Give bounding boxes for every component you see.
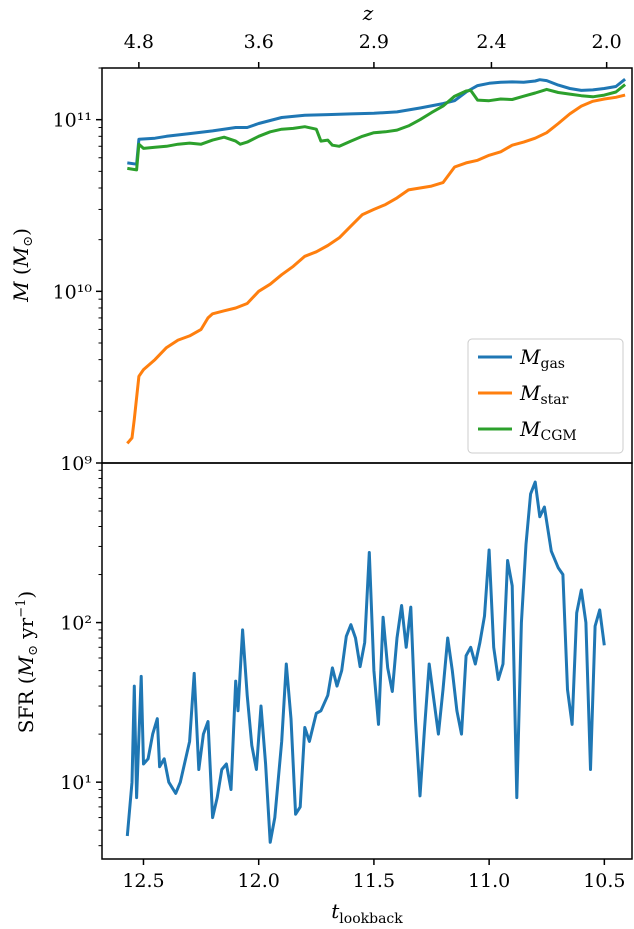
top-y-axis-label: M (M⊙)	[9, 228, 36, 303]
bottom-y-ticks: 10¹ 10²	[60, 613, 102, 794]
y-tick-label: 10¹	[60, 772, 92, 794]
top-y-ticks: 10⁹ 10¹⁰ 10¹¹	[53, 110, 102, 475]
top-panel: 10⁹ 10¹⁰ 10¹¹ 4.8 3.6 2.9 2.4 2.0 z M (M⊙) Mga…	[9, 1, 633, 475]
x-tick-label: 12.5	[122, 870, 164, 892]
legend-box	[467, 338, 624, 454]
bottom-panel-frame	[101, 462, 633, 860]
legend-label-cgm: MCGM	[519, 417, 577, 444]
series-line-cgm	[127, 83, 627, 172]
x-tick-label: 11.0	[468, 870, 510, 892]
series-line-gas	[127, 78, 627, 166]
y-tick-label: 10⁹	[60, 453, 92, 475]
legend-label-star: Mstar	[519, 381, 569, 408]
x-tick-label: 11.5	[353, 870, 395, 892]
top-minor-ticks	[98, 67, 102, 412]
series-line-sfr	[125, 480, 606, 844]
legend-label-gas: Mgas	[519, 345, 565, 372]
bottom-minor-ticks	[98, 469, 102, 847]
bottom-series-group	[125, 480, 606, 844]
y-tick-label: 10²	[60, 613, 92, 635]
x-tick-label: 10.5	[583, 870, 625, 892]
bottom-y-axis-label: SFR (M⊙ yr−1)	[14, 591, 41, 733]
redshift-tick-label: 4.8	[124, 31, 154, 53]
top-series-group	[126, 78, 627, 445]
series-line-star	[126, 93, 626, 445]
redshift-tick-label: 3.6	[244, 31, 274, 53]
legend-items: Mgas Mstar MCGM	[478, 345, 577, 444]
redshift-axis-ticks: 4.8 3.6 2.9 2.4 2.0	[124, 31, 622, 68]
legend: Mgas Mstar MCGM	[467, 338, 624, 454]
redshift-tick-label: 2.0	[592, 31, 622, 53]
bottom-x-ticks: 12.5 12.0 11.5 11.0 10.5	[122, 859, 626, 892]
redshift-tick-label: 2.4	[476, 31, 506, 53]
redshift-tick-label: 2.9	[359, 31, 389, 53]
bottom-panel: 10¹ 10² 12.5 12.0 11.5 11.0 10.5 SFR (M⊙ yr−1…	[14, 462, 633, 927]
y-tick-label: 10¹¹	[53, 110, 92, 132]
bottom-x-axis-label: tlookback	[331, 899, 403, 927]
redshift-axis-label: z	[362, 1, 374, 25]
x-tick-label: 12.0	[238, 870, 280, 892]
y-tick-label: 10¹⁰	[53, 281, 93, 303]
